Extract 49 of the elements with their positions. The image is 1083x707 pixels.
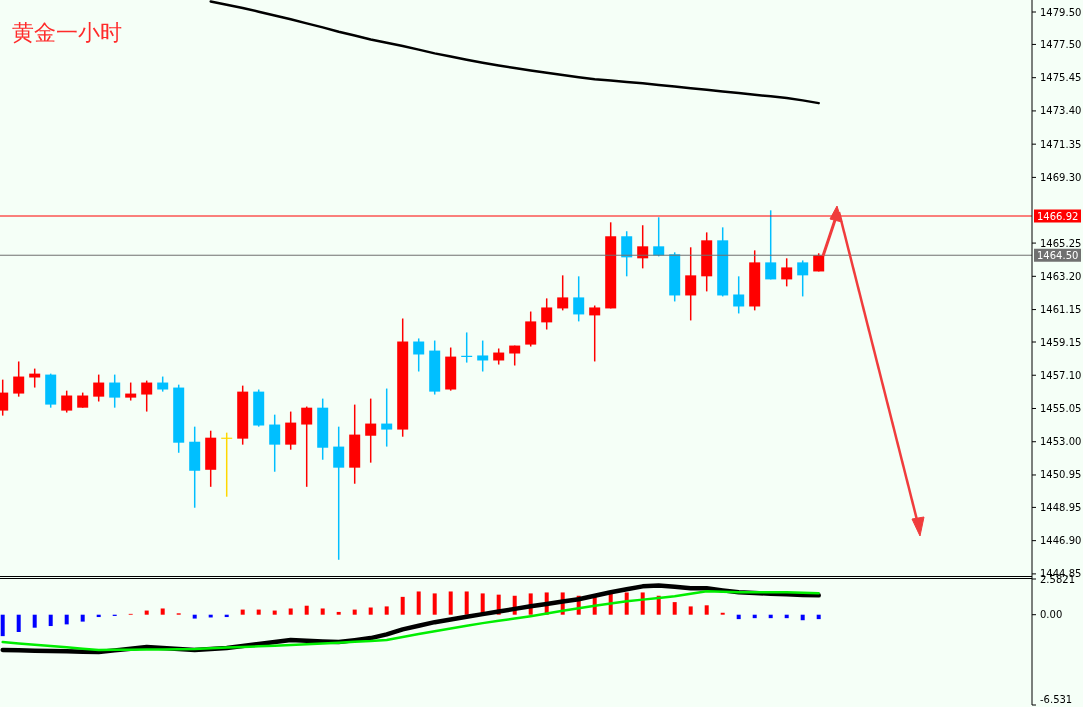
candlestick bbox=[653, 216, 665, 258]
text: 黄金一小时 bbox=[12, 20, 122, 45]
y-tick-label: 1471.35 bbox=[1040, 138, 1082, 150]
y-tick-label: 1450.95 bbox=[1040, 469, 1082, 481]
candlestick bbox=[13, 360, 25, 398]
y-tick-label: -6.531 bbox=[1040, 693, 1073, 705]
candlestick bbox=[29, 367, 41, 389]
y-tick-label: 1477.50 bbox=[1040, 38, 1082, 50]
candlestick bbox=[141, 379, 153, 413]
y-tick-label: 1475.45 bbox=[1040, 72, 1082, 84]
y-tick-label: 1459.15 bbox=[1040, 336, 1082, 348]
candlestick bbox=[541, 297, 553, 331]
candlestick bbox=[733, 275, 745, 315]
y-tick-label: 1457.10 bbox=[1040, 369, 1082, 381]
ref-line-label: 1466.92 bbox=[1037, 210, 1079, 222]
y-tick-label: 1461.15 bbox=[1040, 304, 1082, 316]
y-tick-label: 1448.95 bbox=[1040, 501, 1082, 513]
candlestick bbox=[61, 389, 73, 414]
candlestick bbox=[797, 259, 809, 298]
y-tick-label: 1463.20 bbox=[1040, 270, 1082, 282]
candlestick bbox=[589, 304, 601, 363]
candlestick bbox=[301, 405, 313, 488]
y-tick-label: 0.00 bbox=[1040, 609, 1063, 621]
candlestick bbox=[765, 209, 777, 281]
ref-line-label: 1464.50 bbox=[1037, 249, 1079, 261]
y-tick-label: 1469.30 bbox=[1040, 171, 1082, 183]
candlestick bbox=[621, 230, 633, 278]
y-tick-label: 1453.00 bbox=[1040, 436, 1082, 448]
candlestick bbox=[109, 373, 121, 409]
candlestick bbox=[413, 337, 425, 373]
y-tick-label: 1446.90 bbox=[1040, 535, 1082, 547]
candlestick bbox=[685, 246, 697, 322]
candlestick bbox=[269, 413, 281, 473]
candlestick bbox=[365, 397, 377, 464]
y-tick-label: 1455.05 bbox=[1040, 402, 1082, 414]
line-series bbox=[209, 0, 820, 105]
candlestick bbox=[573, 275, 585, 323]
candlestick bbox=[637, 224, 649, 270]
candlestick bbox=[381, 387, 393, 448]
candlestick bbox=[557, 274, 569, 312]
y-tick-label: 1473.40 bbox=[1040, 105, 1082, 117]
y-tick-label: 1465.25 bbox=[1040, 237, 1082, 249]
candlestick bbox=[93, 373, 105, 403]
candlestick bbox=[477, 339, 489, 373]
candlestick bbox=[525, 310, 537, 348]
candlestick bbox=[285, 410, 297, 451]
y-tick-label: 1479.50 bbox=[1040, 6, 1082, 18]
candlestick bbox=[333, 425, 345, 561]
candlestick bbox=[781, 257, 793, 288]
